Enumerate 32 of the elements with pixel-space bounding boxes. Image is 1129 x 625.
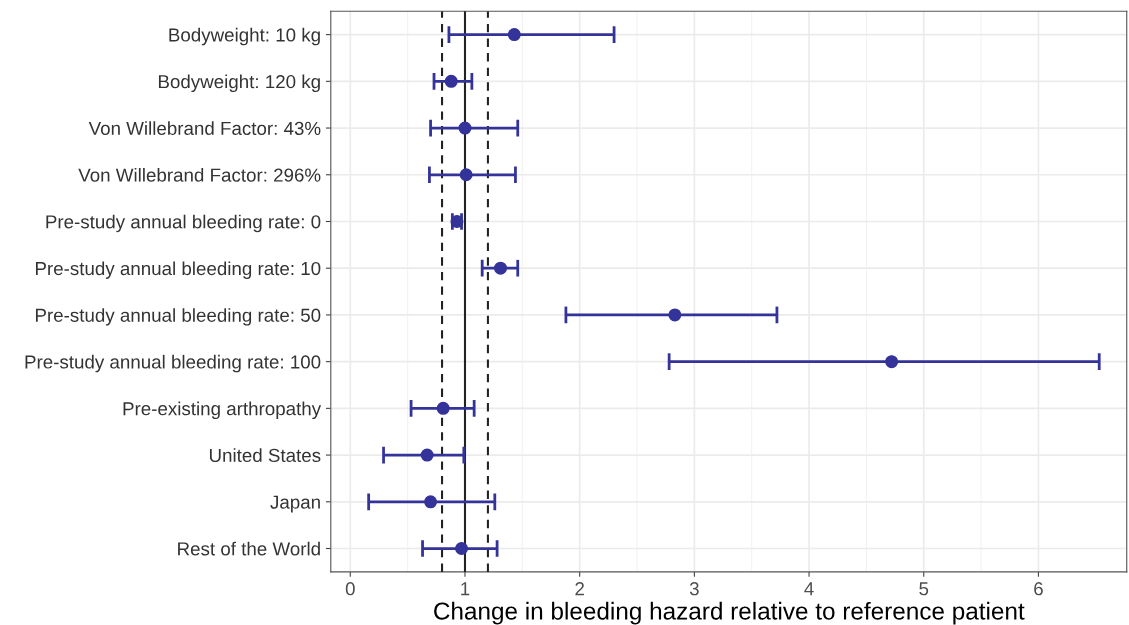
y-tick-label: Pre-study annual bleeding rate: 50 <box>35 308 321 326</box>
y-tick-label: Pre-study annual bleeding rate: 0 <box>46 214 321 233</box>
y-tick-label: Rest of the World <box>178 541 320 556</box>
point <box>458 121 472 135</box>
x-axis-title: Change in bleeding hazard relative to reference patient <box>434 601 1025 625</box>
point <box>436 401 450 415</box>
y-tick-label: Pre-study annual bleeding rate: 100 <box>25 354 321 373</box>
y-tick-label: Von Willebrand Factor: 296% <box>78 167 321 182</box>
y-tick-label: Bodyweight: 10 kg <box>169 27 320 46</box>
point <box>885 355 899 369</box>
point <box>507 28 521 42</box>
point <box>424 495 438 509</box>
x-tick-label: 1 <box>461 582 470 596</box>
point <box>494 261 508 275</box>
y-tick-label: Pre-study annual bleeding rate: 10 <box>35 261 321 279</box>
y-tick-label: Japan <box>270 495 320 513</box>
point <box>444 74 458 88</box>
x-tick-label: 3 <box>689 582 699 596</box>
x-tick-label: 5 <box>919 582 929 596</box>
point <box>459 168 473 182</box>
y-tick-label: Bodyweight: 120 kg <box>158 74 320 93</box>
point <box>455 542 469 556</box>
point <box>420 448 434 462</box>
x-tick-label: 4 <box>804 582 814 596</box>
x-tick-label: 0 <box>345 582 355 596</box>
y-tick-label: Pre-existing arthropathy <box>123 401 322 420</box>
point <box>450 214 464 228</box>
point <box>668 308 682 322</box>
x-tick-label: 6 <box>1034 582 1043 596</box>
y-tick-label: Von Willebrand Factor: 43% <box>88 121 321 136</box>
x-tick-label: 2 <box>575 582 584 596</box>
y-tick-label: United States <box>209 448 321 463</box>
